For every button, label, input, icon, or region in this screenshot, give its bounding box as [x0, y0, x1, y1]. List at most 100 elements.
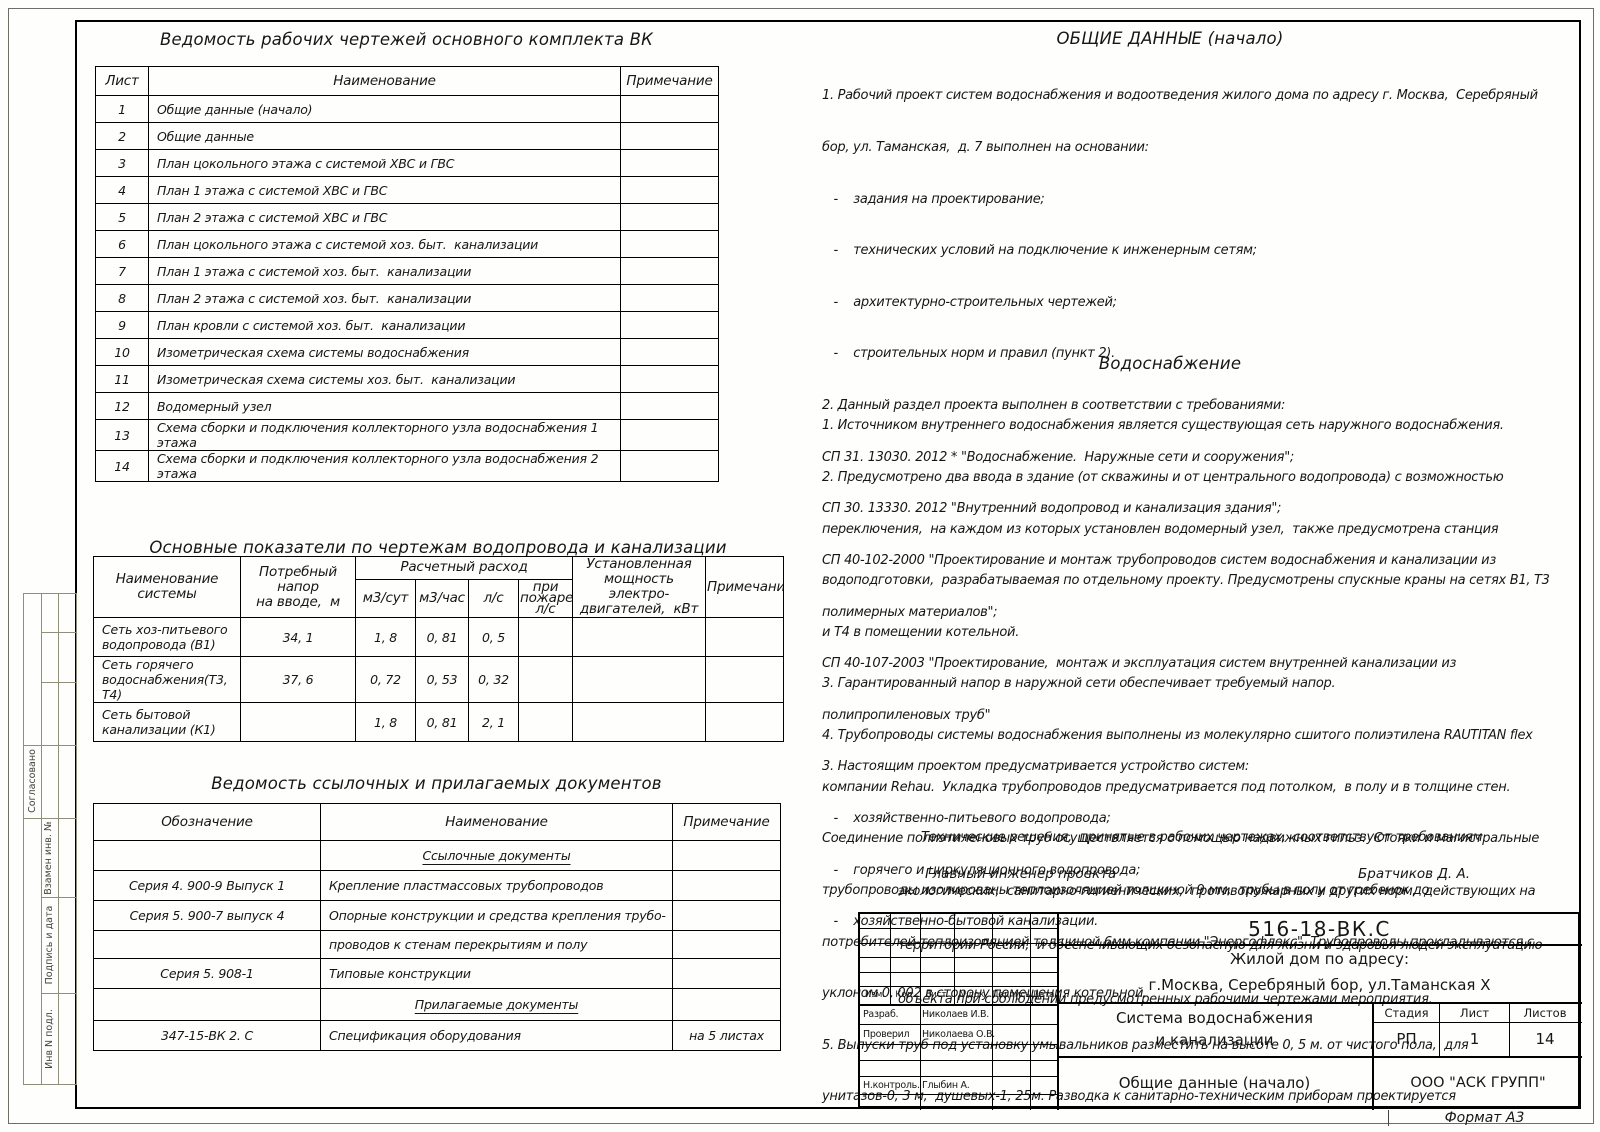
drawing-frame	[75, 20, 1581, 1109]
page-border	[8, 8, 1594, 1124]
doc-code: Серия 4. 900-9 Выпуск 1	[93, 870, 321, 901]
text-line: - технических условий на подключение к и…	[822, 243, 1257, 259]
doc-code	[93, 840, 321, 871]
object-line2: г.Москва, Серебряный бор, ул.Таманская Х	[1148, 976, 1491, 994]
general-notes-text: 1. Рабочий проект систем водоснабжения и…	[822, 53, 1538, 965]
table-row: Сеть хоз-питьевого водопровода (В1) 34, …	[93, 617, 784, 657]
strip-cell	[23, 818, 42, 1085]
sheet-note	[620, 338, 719, 366]
table-row: 7 План 1 этажа с системой хоз. быт. канал…	[95, 257, 719, 285]
sheet-no: 2	[95, 122, 149, 150]
sheet-name: Изометрическая схема системы хоз. быт. к…	[148, 365, 621, 393]
head-value	[240, 702, 356, 742]
table-row: 6 План цокольного этажа с системой хоз. б…	[95, 230, 719, 258]
sheet-no: 7	[95, 257, 149, 285]
col-name: Наименование	[148, 66, 621, 96]
day-value: 0, 72	[355, 656, 416, 703]
col-kol: Кол.	[895, 990, 915, 1000]
system-name: Сеть хоз-питьевого водопровода (В1)	[93, 617, 241, 657]
sheet-no: 5	[95, 203, 149, 231]
format-label: Формат А3	[1388, 1110, 1580, 1126]
role-name	[922, 1094, 992, 1110]
doc-code	[93, 988, 321, 1021]
table-row: 14 Схема сборки и подключения коллекторно…	[95, 450, 719, 482]
sheet-name: План 2 этажа с системой хоз. быт. канали…	[148, 284, 621, 312]
role-label: Н.контроль.	[863, 1079, 920, 1091]
col-ndok: N док.	[959, 990, 987, 1000]
text-line: 2. Предусмотрено два ввода в здание (от …	[822, 470, 1504, 486]
doc-code: 347-15-ВК 2. С	[93, 1020, 321, 1051]
system-name: Сеть бытовой канализации (К1)	[93, 702, 241, 742]
inv-orig-label: Инв N подл.	[44, 1009, 55, 1069]
fire-value	[518, 617, 573, 657]
strip-cell	[58, 993, 77, 1085]
doc-code: Серия 5. 900-7 выпуск 4	[93, 900, 321, 931]
table-row: Ссылочные документы	[93, 840, 781, 871]
note-value	[705, 617, 784, 657]
text-line: и Т4 в помещении котельной.	[822, 624, 1020, 640]
strip-cell	[23, 593, 42, 746]
table-row: Серия 5. 908-1 Типовые конструкции	[93, 958, 781, 989]
technical-statement: Технические решения, принятые в рабочих …	[898, 793, 1543, 1045]
tb-line	[1439, 1002, 1440, 1056]
doc-note	[672, 900, 781, 931]
table-row: 5 План 2 этажа с системой ХВС и ГВС	[95, 203, 719, 231]
col-head: Потребный напор на вводе, м	[240, 556, 356, 618]
sheet-no: 3	[95, 149, 149, 177]
col-system: Наименование системы	[93, 556, 241, 618]
sheet-note	[620, 365, 719, 393]
day-value: 1, 8	[355, 617, 416, 657]
doc-code	[93, 930, 321, 959]
role-label	[863, 1060, 919, 1076]
sheet-name: Изометрическая схема системы водоснабжен…	[148, 338, 621, 366]
sheet-name: План кровли с системой хоз. быт. канализ…	[148, 311, 621, 339]
role-label	[863, 1094, 919, 1110]
sheet-name: План 1 этажа с системой хоз. быт. канали…	[148, 257, 621, 285]
strip-cell	[58, 593, 77, 633]
strip-cell	[41, 632, 59, 683]
doc-name: Спецификация оборудования	[320, 1020, 673, 1051]
sheet-label: Лист	[1459, 1005, 1490, 1020]
doc-name: Крепление пластмассовых трубопроводов	[320, 870, 673, 901]
tb-line	[1030, 914, 1031, 1110]
tb-line	[1372, 1002, 1374, 1110]
table-row: Серия 4. 900-9 Выпуск 1 Крепление пластм…	[93, 870, 781, 901]
col-sheet: Лист	[95, 66, 149, 96]
ref-docs-title: Ведомость ссылочных и прилагаемых докуме…	[211, 774, 662, 793]
col-l-sec: л/с	[468, 578, 519, 619]
strip-cell	[41, 682, 59, 746]
text-line: 1. Источником внутреннего водоснабжения …	[822, 418, 1504, 434]
tb-line	[860, 986, 1057, 987]
fire-value	[518, 702, 573, 742]
doc-name: Опорные конструкции и средства крепления…	[320, 900, 673, 931]
sheet-number: 1	[1469, 1030, 1480, 1048]
table-header-row: Обозначение Наименование Примечание	[93, 803, 781, 841]
doc-group: Прилагаемые документы	[320, 988, 673, 1021]
sheet-name: План 2 этажа с системой ХВС и ГВС	[148, 203, 621, 231]
hour-value: 0, 81	[415, 617, 469, 657]
sheet-note	[620, 149, 719, 177]
col-podpis: Подпись	[991, 990, 1031, 1000]
col-name: Наименование	[320, 803, 673, 841]
text-line: Технические решения, принятые в рабочих …	[898, 830, 1483, 845]
col-note: Примечание	[705, 556, 784, 618]
sec-value: 2, 1	[468, 702, 519, 742]
col-m3-hour: м3/час	[415, 578, 469, 619]
power-value	[572, 656, 706, 703]
tb-line	[1057, 914, 1059, 1110]
role-name: Глыбин А.	[922, 1079, 970, 1091]
tb-line	[1057, 1002, 1582, 1004]
text-line: СП 40-107-2003 "Проектирование, монтаж и…	[822, 656, 1457, 672]
tb-line	[890, 914, 891, 1004]
strip-cell	[41, 593, 59, 633]
sheet-note	[620, 450, 719, 482]
text-line: СП 40-102-2000 "Проектирование и монтаж …	[822, 552, 1496, 568]
table-header-row: Наименование системы Потребный напор на …	[93, 556, 784, 618]
tb-line	[860, 1060, 1057, 1061]
role-label: Проверил	[863, 1028, 910, 1040]
text-line: 1. Рабочий проект систем водоснабжения и…	[822, 88, 1538, 104]
strip-cell	[58, 818, 77, 898]
text-line: уклоном 0, 002 в сторону помещения котел…	[822, 986, 1147, 1002]
table-row: 347-15-ВК 2. С Спецификация оборудования…	[93, 1020, 781, 1051]
tb-line	[860, 1094, 1057, 1095]
